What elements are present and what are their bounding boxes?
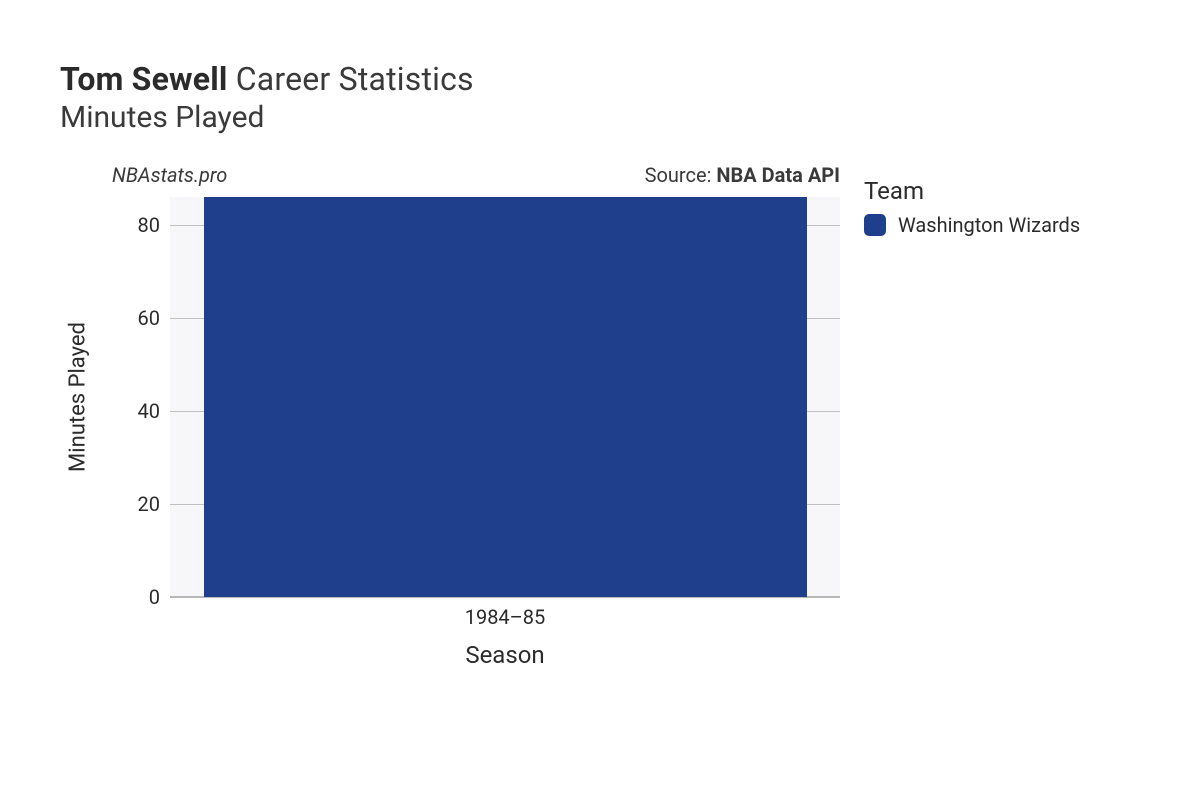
plot-wrap: Minutes Played Season 0204060801984–85 bbox=[100, 197, 840, 657]
x-tick: 1984–85 bbox=[465, 605, 546, 629]
title-metric: Minutes Played bbox=[60, 100, 1160, 135]
legend-item: Washington Wizards bbox=[864, 213, 1080, 237]
y-tick: 40 bbox=[100, 399, 160, 423]
legend-swatch bbox=[864, 214, 886, 236]
subtitle-row: NBAstats.pro Source: NBA Data API bbox=[100, 163, 840, 187]
y-tick: 60 bbox=[100, 306, 160, 330]
legend-title: Team bbox=[864, 177, 1080, 205]
subtitle-site: NBAstats.pro bbox=[112, 163, 227, 187]
title-block: Tom Sewell Career Statistics Minutes Pla… bbox=[60, 60, 1160, 135]
y-axis-label: Minutes Played bbox=[66, 322, 91, 472]
title-line-1: Tom Sewell Career Statistics bbox=[60, 60, 1160, 98]
title-suffix: Career Statistics bbox=[236, 60, 474, 98]
plot bbox=[170, 197, 840, 597]
y-tick: 80 bbox=[100, 213, 160, 237]
legend: Team Washington Wizards bbox=[864, 177, 1080, 237]
chart-area: Minutes Played Season 0204060801984–85 T… bbox=[100, 197, 1160, 657]
y-tick: 20 bbox=[100, 492, 160, 516]
x-axis-label: Season bbox=[170, 641, 840, 669]
chart-container: Tom Sewell Career Statistics Minutes Pla… bbox=[0, 0, 1200, 800]
legend-label: Washington Wizards bbox=[898, 213, 1080, 237]
bar bbox=[204, 197, 807, 597]
y-tick: 0 bbox=[100, 585, 160, 609]
subtitle-source: Source: NBA Data API bbox=[645, 163, 840, 187]
subtitle-source-name: NBA Data API bbox=[716, 163, 840, 187]
player-name: Tom Sewell bbox=[60, 60, 228, 98]
subtitle-source-prefix: Source: bbox=[645, 163, 717, 187]
